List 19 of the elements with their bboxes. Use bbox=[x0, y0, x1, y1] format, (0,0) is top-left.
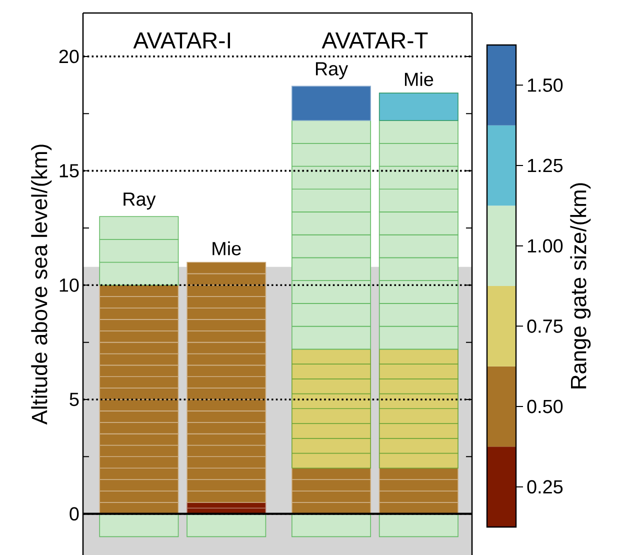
color-bar-label: 0.25 bbox=[527, 480, 563, 494]
color-bar-label: 1.50 bbox=[528, 78, 563, 92]
color-bar-label: 0.75 bbox=[527, 319, 563, 333]
y-tick-label: 10 bbox=[60, 278, 79, 292]
x-tick-label: Mie bbox=[212, 241, 241, 256]
x-tick-label: Ray bbox=[124, 192, 156, 210]
color-bar-title: Range gate size/(km) bbox=[570, 183, 591, 388]
y-axis-title: Altitude above sea level/(km) bbox=[31, 144, 52, 425]
annotation: AVATAR-T bbox=[322, 32, 428, 48]
color-bar-label: 1.25 bbox=[528, 158, 563, 172]
annotation: AVATAR-I bbox=[133, 32, 230, 48]
color-bar-label: 0.50 bbox=[527, 400, 563, 414]
y-tick-label: 0 bbox=[70, 507, 79, 521]
y-tick-label: 15 bbox=[60, 164, 79, 178]
x-tick-label: Mie bbox=[404, 72, 434, 86]
color-bar-label: 1.00 bbox=[528, 239, 563, 253]
x-tick-label: Ray bbox=[316, 62, 348, 80]
y-tick-label: 5 bbox=[70, 392, 79, 406]
y-tick-label: 20 bbox=[59, 50, 79, 64]
